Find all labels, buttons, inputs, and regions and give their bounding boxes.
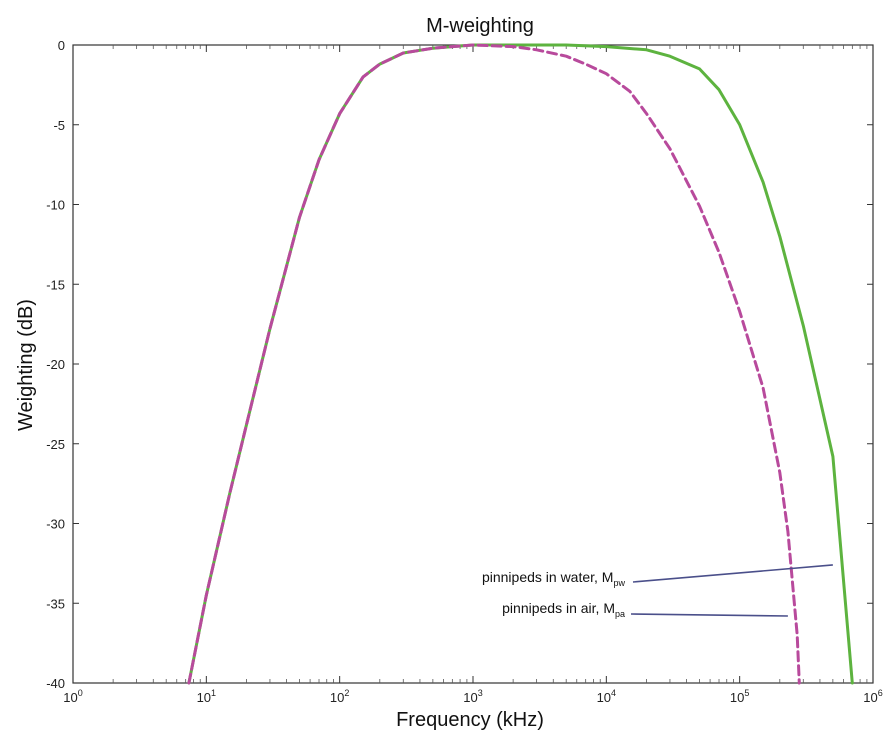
plot-area — [72, 44, 874, 684]
annotation-label: pinnipeds in water, Mpw — [482, 569, 626, 588]
annotation-text: pinnipeds in water, M — [482, 569, 614, 585]
y-axis-label: Weighting (dB) — [15, 299, 37, 431]
y-tick-label: -35 — [46, 596, 65, 611]
x-tick-exponent: 5 — [744, 688, 749, 698]
y-tick-label: 0 — [58, 38, 65, 53]
chart-title: M-weighting — [426, 15, 534, 37]
annotation-leader-line — [632, 564, 833, 583]
x-tick-label: 105 — [730, 688, 749, 705]
series-line-pinnipeds-air — [187, 43, 801, 685]
x-tick-exponent: 0 — [78, 688, 83, 698]
x-tick-base: 10 — [463, 690, 477, 705]
y-tick-label: -5 — [53, 118, 65, 133]
y-tick-label: -40 — [46, 676, 65, 691]
annotation-leader-line — [630, 613, 788, 617]
x-tick-base: 10 — [197, 690, 211, 705]
series-line-pinnipeds-water — [187, 43, 854, 685]
x-tick-label: 100 — [63, 688, 82, 705]
x-tick-label: 102 — [330, 688, 349, 705]
x-tick-base: 10 — [597, 690, 611, 705]
y-tick-label: -15 — [46, 277, 65, 292]
x-tick-exponent: 3 — [478, 688, 483, 698]
x-tick-exponent: 4 — [611, 688, 616, 698]
annotation-text: pinnipeds in air, M — [502, 600, 615, 616]
x-tick-base: 10 — [63, 690, 77, 705]
y-tick-label: -20 — [46, 357, 65, 372]
y-tick-label: -10 — [46, 198, 65, 213]
annotation-subscript: pa — [615, 609, 625, 619]
x-tick-exponent: 6 — [878, 688, 883, 698]
x-axis-label: Frequency (kHz) — [396, 709, 544, 731]
x-tick-base: 10 — [330, 690, 344, 705]
annotation-subscript: pw — [613, 578, 625, 588]
x-tick-exponent: 1 — [211, 688, 216, 698]
annotation-label: pinnipeds in air, Mpa — [502, 600, 625, 619]
y-tick-label: -25 — [46, 437, 65, 452]
x-tick-exponent: 2 — [344, 688, 349, 698]
x-tick-label: 106 — [863, 688, 882, 705]
x-tick-label: 103 — [463, 688, 482, 705]
x-tick-label: 104 — [597, 688, 616, 705]
x-tick-label: 101 — [197, 688, 216, 705]
x-tick-base: 10 — [730, 690, 744, 705]
x-tick-base: 10 — [863, 690, 877, 705]
y-tick-label: -30 — [46, 517, 65, 532]
